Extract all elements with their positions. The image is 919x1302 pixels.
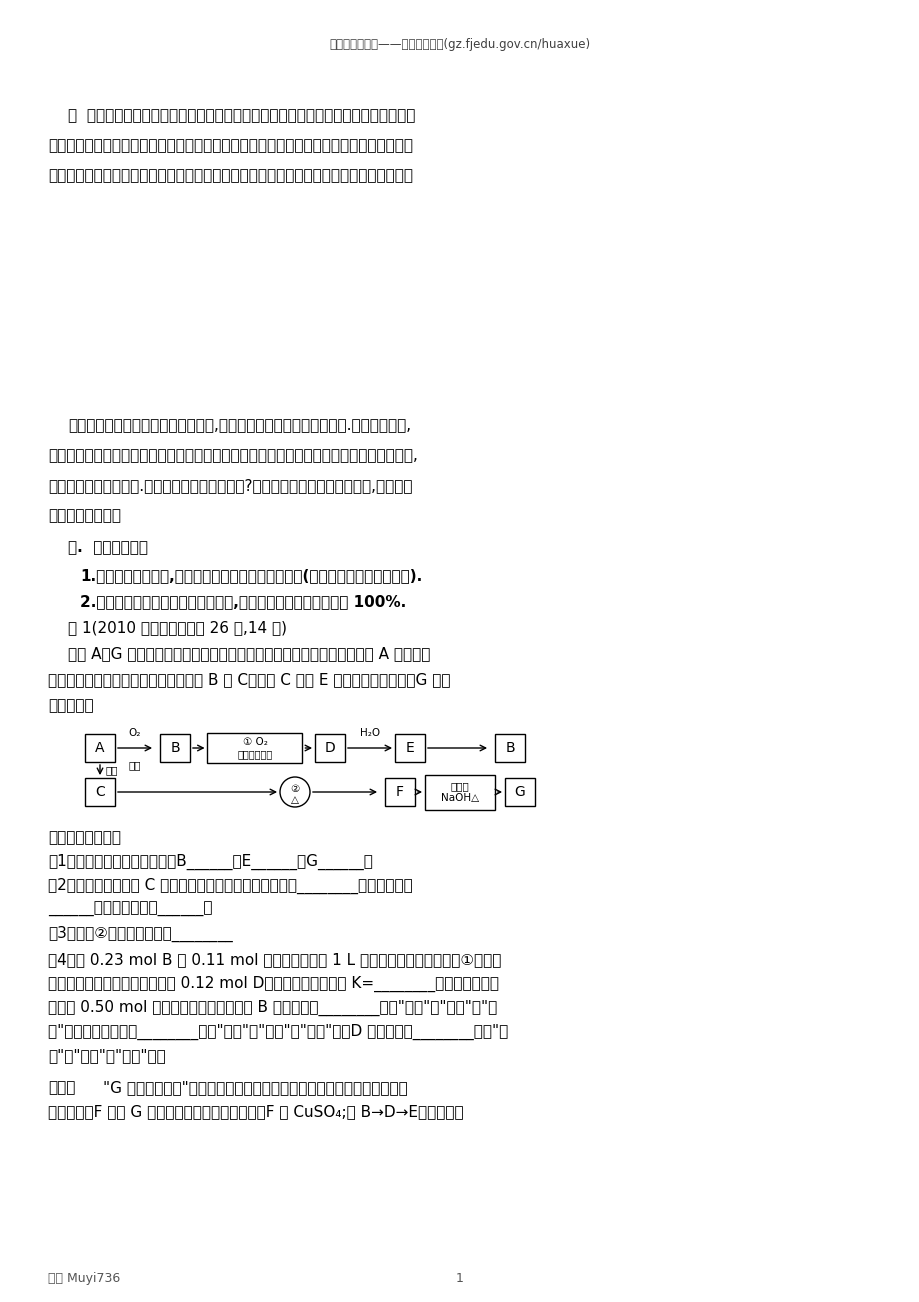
Text: （3）反应②的化学方程式是________: （3）反应②的化学方程式是________	[48, 926, 233, 943]
Text: 红色沉淀。: 红色沉淀。	[48, 698, 94, 713]
Circle shape	[279, 777, 310, 807]
Text: ① O₂: ① O₂	[243, 737, 267, 747]
Bar	[384, 779, 414, 806]
Bar	[160, 734, 190, 762]
Bar	[314, 734, 345, 762]
Text: A: A	[96, 741, 105, 755]
Text: （1）写出下列物质的化学式：B______、E______、G______；: （1）写出下列物质的化学式：B______、E______、G______；	[48, 854, 372, 870]
Text: 摘  要：西方质询制度与我国的质询制度存在着很多不同，最大的区别在于：西方的立: 摘 要：西方质询制度与我国的质询制度存在着很多不同，最大的区别在于：西方的立	[68, 108, 414, 122]
Text: 高温: 高温	[129, 760, 142, 769]
Text: 化学平衡理论是中学化学的重要理论,也是高考试题中的的热点与难点.在高考试题中,: 化学平衡理论是中学化学的重要理论,也是高考试题中的的热点与难点.在高考试题中,	[68, 418, 411, 434]
Text: （2）利用电解可提纯 C 物质，在该电解反应中阳极物质是________，阴极物质是: （2）利用电解可提纯 C 物质，在该电解反应中阳极物质是________，阴极物…	[48, 878, 413, 894]
Text: 1: 1	[456, 1272, 463, 1285]
Text: △: △	[290, 796, 299, 805]
Text: G: G	[514, 785, 525, 799]
Text: 高温: 高温	[106, 766, 119, 775]
Text: 从而得到命题者的青睐.如何解答好这部分试题呢?我认为在掌握基础知识的同时,要学会运: 从而得到命题者的青睐.如何解答好这部分试题呢?我认为在掌握基础知识的同时,要学会…	[48, 478, 412, 493]
Text: 再加入 0.50 mol 氧气后重新达到平衡，则 B 的平衡浓度________（填"增大"、"不变"或"减: 再加入 0.50 mol 氧气后重新达到平衡，则 B 的平衡浓度________…	[48, 1000, 496, 1016]
Text: 定温度下，反应达到平衡，得到 0.12 mol D，则反应的平衡常数 K=________。若温度不变，: 定温度下，反应达到平衡，得到 0.12 mol D，则反应的平衡常数 K=___…	[48, 976, 498, 992]
Text: 定与现行宪法排除了全国人大对最高人民法院质询的规定相违背。通过比较历次立法的变化: 定与现行宪法排除了全国人大对最高人民法院质询的规定相违背。通过比较历次立法的变化	[48, 168, 413, 184]
Text: 请回答下列问题：: 请回答下列问题：	[48, 829, 121, 845]
Text: 大"、"不变"或"减小"）。: 大"、"不变"或"减小"）。	[48, 1048, 165, 1062]
Bar	[85, 734, 115, 762]
Text: 不难看出，F 生成 G 的反应是醛基的检验，所以，F 为 CuSO₄;从 B→D→E，可推断为: 不难看出，F 生成 G 的反应是醛基的检验，所以，F 为 CuSO₄;从 B→D…	[48, 1104, 463, 1118]
Text: B: B	[505, 741, 515, 755]
Text: 高温、催化剂: 高温、催化剂	[237, 749, 272, 759]
Text: ______，电解质溶液是______；: ______，电解质溶液是______；	[48, 902, 212, 917]
Text: O₂: O₂	[129, 728, 141, 738]
Text: 物质 A～G 有下图所示转化关系（部分反应物、生成物没有列出）。其中 A 为某金属: 物质 A～G 有下图所示转化关系（部分反应物、生成物没有列出）。其中 A 为某金…	[68, 646, 430, 661]
Bar	[425, 775, 494, 810]
Text: F: F	[395, 785, 403, 799]
Text: "G 为砖红色沉淀"是本题的突破口，因此本题可以用逆向推断的方法做。: "G 为砖红色沉淀"是本题的突破口，因此本题可以用逆向推断的方法做。	[103, 1079, 407, 1095]
Text: C: C	[95, 785, 105, 799]
Text: 福建高中新课程——化学试题研究(gz.fjedu.gov.cn/huaxue): 福建高中新课程——化学试题研究(gz.fjedu.gov.cn/huaxue)	[329, 38, 590, 51]
Text: 一.  极限解题策略: 一. 极限解题策略	[68, 540, 148, 555]
Text: NaOH△: NaOH△	[440, 793, 479, 803]
Text: 2.可逆反应的最大极限为不可逆反应,即反应物的转化率的极限为 100%.: 2.可逆反应的最大极限为不可逆反应,即反应物的转化率的极限为 100%.	[80, 594, 406, 609]
Bar	[394, 734, 425, 762]
Text: H₂O: H₂O	[359, 728, 380, 738]
Text: 编辑 Muyi736: 编辑 Muyi736	[48, 1272, 120, 1285]
Text: 1.在达到化学平衡时,任一物质的质量或浓度都大于零(即任意物质的量极限为零).: 1.在达到化学平衡时,任一物质的质量或浓度都大于零(即任意物质的量极限为零).	[80, 568, 422, 583]
Text: （4）将 0.23 mol B 和 0.11 mol 氧气放入容积为 1 L 的密闭容器中，发生反应①，在一: （4）将 0.23 mol B 和 0.11 mol 氧气放入容积为 1 L 的…	[48, 952, 501, 967]
Text: 葡萄糖: 葡萄糖	[450, 781, 469, 792]
Text: 法机关只能质询政府，我国法律规定人大不但可以质询政府，也可以质询法院。然而这一规: 法机关只能质询政府，我国法律规定人大不但可以质询政府，也可以质询法院。然而这一规	[48, 138, 413, 154]
Bar	[208, 733, 302, 763]
Text: B: B	[170, 741, 179, 755]
Text: 矿的主要成分，经过一系列反应可得到 B 和 C。单质 C 可与 E 的浓溶液发生反应，G 为砖: 矿的主要成分，经过一系列反应可得到 B 和 C。单质 C 可与 E 的浓溶液发生…	[48, 672, 450, 687]
Text: E: E	[405, 741, 414, 755]
Text: 由于化学平衡试题较好地考察了同学们的思维想像能力、逻辑推理能力、以及化学计算能力,: 由于化学平衡试题较好地考察了同学们的思维想像能力、逻辑推理能力、以及化学计算能力…	[48, 448, 417, 464]
Text: 小"）、氧气的转化率________（填"升高"、"不变"或"降低"）、D 的体积分数________（填"增: 小"）、氧气的转化率________（填"升高"、"不变"或"降低"）、D 的体…	[48, 1023, 507, 1040]
Bar	[494, 734, 525, 762]
Text: 例 1(2010 年高考新课程卷 26 题,14 分): 例 1(2010 年高考新课程卷 26 题,14 分)	[68, 620, 287, 635]
Text: D: D	[324, 741, 335, 755]
Text: ②: ②	[290, 784, 300, 794]
Text: 解析：: 解析：	[48, 1079, 75, 1095]
Text: 用三大解题策略。: 用三大解题策略。	[48, 508, 121, 523]
Bar	[505, 779, 535, 806]
Bar	[85, 779, 115, 806]
